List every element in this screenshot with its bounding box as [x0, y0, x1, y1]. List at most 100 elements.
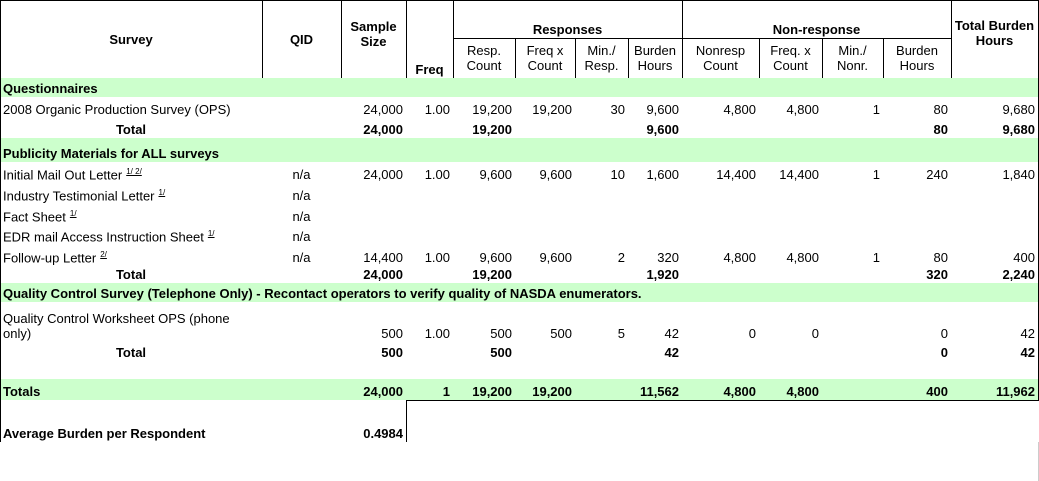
empty-cell [341, 442, 407, 462]
data-cell: 9,600 [453, 162, 516, 184]
data-cell: 1.00 [406, 97, 454, 119]
empty-cell [822, 302, 884, 343]
empty-cell [575, 266, 629, 284]
cell-text: 1 [442, 384, 450, 399]
empty-cell [0, 461, 263, 481]
footnote-marker: 1/ 2/ [126, 166, 142, 176]
cell-text: n/a [292, 167, 311, 182]
empty-cell [759, 118, 823, 139]
empty-cell [575, 461, 629, 481]
empty-cell [759, 266, 823, 284]
cell-text: 1,600 [646, 167, 679, 182]
data-cell: 0 [759, 302, 823, 343]
empty-cell [883, 183, 952, 205]
cell-text: 19,200 [532, 384, 572, 399]
cell-text: 19,200 [472, 384, 512, 399]
data-cell: 400 [951, 245, 1039, 267]
empty-cell [262, 118, 342, 139]
cell-text: 9,600 [646, 122, 679, 137]
cell-text: Burden Hours [896, 43, 938, 73]
empty-cell [515, 342, 576, 362]
data-cell: 9,680 [951, 97, 1039, 119]
cell-text: Totals [3, 384, 41, 399]
cell-text: EDR mail Access Instruction Sheet 1/ [3, 228, 215, 244]
cell-text: Total Burden Hours [954, 18, 1035, 48]
empty-cell [822, 204, 884, 226]
cell-text: 80 [933, 122, 948, 137]
cell-text: 0 [940, 326, 948, 341]
empty-cell [341, 225, 407, 246]
empty-cell [262, 400, 342, 421]
data-cell: 9,600 [453, 245, 516, 267]
empty-cell [406, 183, 454, 205]
data-cell: 9,600 [515, 162, 576, 184]
cell-text: 24,000 [363, 384, 403, 399]
cell-text: 9,600 [479, 250, 512, 265]
empty-cell [406, 442, 454, 462]
cell-text: 42 [664, 326, 679, 341]
cell-text: n/a [292, 229, 311, 244]
header-cell: Min./ Resp. [575, 38, 629, 79]
cell-text: 9,600 [539, 167, 572, 182]
cell-text: Freq x Count [526, 43, 564, 73]
data-cell: 1 [406, 379, 454, 401]
cell-text: 0 [748, 326, 756, 341]
cell-text: 2008 Organic Production Survey (OPS) [3, 102, 231, 117]
empty-cell [515, 183, 576, 205]
cell-text: Nonresp Count [695, 43, 746, 73]
header-cell: Freq x Count [515, 38, 576, 79]
empty-cell [822, 342, 884, 362]
cell-text: 1.00 [424, 167, 450, 182]
empty-cell [822, 183, 884, 205]
cell-text: 2 [617, 250, 625, 265]
empty-cell [341, 183, 407, 205]
empty-cell [453, 183, 516, 205]
empty-cell [682, 266, 760, 284]
data-cell: Average Burden per Respondent [0, 420, 263, 443]
cell-text: 0.4984 [363, 426, 403, 441]
data-cell: 0.4984 [341, 420, 407, 443]
empty-cell [628, 461, 683, 481]
empty-cell [759, 461, 823, 481]
empty-cell [515, 361, 576, 380]
empty-cell [682, 183, 760, 205]
empty-cell [759, 342, 823, 362]
empty-cell [262, 97, 342, 119]
cell-text: Follow-up Letter 2/ [3, 249, 107, 265]
cell-text: 19,200 [472, 102, 512, 117]
empty-cell [759, 204, 823, 226]
data-cell: 42 [951, 342, 1039, 362]
data-cell: 0 [682, 302, 760, 343]
empty-cell [759, 183, 823, 205]
cell-text: 24,000 [363, 122, 403, 137]
cell-text: n/a [292, 209, 311, 224]
header-cell: Min./ Nonr. [822, 38, 884, 79]
empty-cell [682, 118, 760, 139]
cell-text: 1.00 [424, 102, 450, 117]
empty-cell [951, 225, 1039, 246]
empty-cell [453, 204, 516, 226]
cell-text: 320 [926, 267, 948, 282]
cell-text: 0 [940, 345, 948, 360]
footnote-marker: 1/ [207, 228, 215, 238]
data-cell: 24,000 [341, 118, 407, 139]
data-cell: 4,800 [759, 245, 823, 267]
data-cell: 80 [883, 245, 952, 267]
data-cell: 9,680 [951, 118, 1039, 139]
cell-text: 9,600 [646, 102, 679, 117]
cell-text: 1.00 [424, 326, 450, 341]
data-cell: Total [0, 118, 263, 139]
cell-text: Initial Mail Out Letter 1/ 2/ [3, 166, 142, 182]
empty-cell [262, 302, 342, 343]
cell-text: Freq [415, 62, 444, 77]
empty-cell [822, 118, 884, 139]
data-cell: 500 [341, 302, 407, 343]
data-cell: Industry Testimonial Letter 1/ [0, 183, 263, 205]
data-cell: 320 [883, 266, 952, 284]
cell-text: 500 [490, 326, 512, 341]
cell-text: Non-response [772, 22, 861, 37]
cell-text: Sample Size [350, 18, 397, 49]
empty-cell [406, 118, 454, 139]
data-cell: 500 [341, 342, 407, 362]
data-cell: n/a [262, 204, 342, 226]
